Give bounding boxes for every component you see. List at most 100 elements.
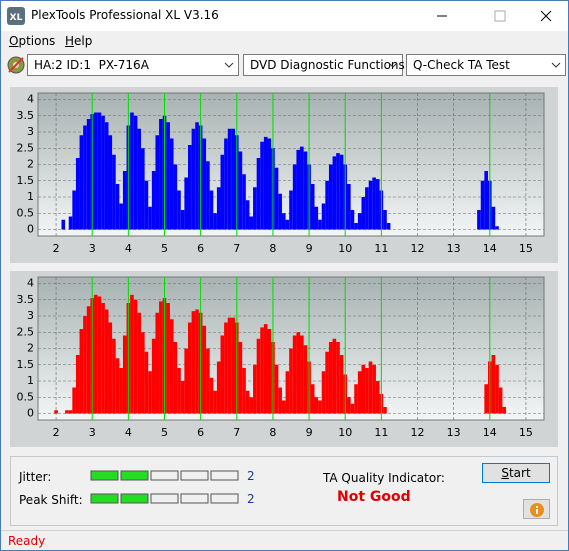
- y-tick-label: 1.5: [17, 174, 35, 187]
- bar: [256, 338, 261, 414]
- bar: [115, 184, 120, 230]
- title-bar: XL PlexTools Professional XL V3.16: [1, 1, 568, 31]
- bar: [491, 355, 496, 414]
- x-tick-label: 15: [519, 426, 533, 439]
- ta-result: Not Good: [337, 489, 411, 505]
- bar: [249, 397, 254, 414]
- x-tick-label: 8: [269, 242, 276, 255]
- bar: [350, 210, 355, 230]
- bar: [289, 348, 293, 414]
- bar: [325, 180, 329, 230]
- bar: [357, 371, 362, 414]
- y-tick-label: 3.5: [17, 109, 35, 122]
- jitter-label: Jitter:: [19, 470, 52, 484]
- bar: [169, 138, 174, 230]
- meters: 22: [90, 469, 255, 506]
- bar: [133, 299, 138, 414]
- bar: [202, 325, 207, 414]
- bar: [372, 364, 376, 414]
- bar: [54, 410, 58, 414]
- bar: [195, 122, 199, 230]
- bar: [104, 309, 109, 414]
- bar: [281, 213, 286, 230]
- bar: [213, 213, 217, 230]
- bar: [260, 327, 264, 414]
- bar: [383, 210, 387, 230]
- bar: [484, 384, 488, 414]
- bar: [151, 171, 156, 230]
- bar: [177, 368, 181, 414]
- bar: [238, 342, 243, 414]
- y-tick-label: 0: [27, 223, 34, 236]
- meter-value: 2: [247, 492, 255, 506]
- bar: [339, 355, 344, 414]
- start-button[interactable]: Start: [482, 463, 550, 483]
- x-tick-label: 12: [411, 242, 425, 255]
- bar: [227, 317, 232, 414]
- dropdown-arrow: [551, 62, 561, 68]
- menu-item[interactable]: Options: [9, 34, 56, 48]
- bar: [151, 338, 156, 414]
- x-tick-label: 11: [374, 426, 388, 439]
- dropdown-arrow: [388, 62, 398, 68]
- bar: [180, 210, 185, 230]
- x-tick-label: 2: [53, 242, 60, 255]
- bar: [296, 149, 301, 230]
- info-button[interactable]: [523, 499, 550, 519]
- meter-segment-on: [120, 493, 149, 504]
- peak-shift-label: Peak Shift:: [19, 493, 83, 507]
- y-tick-label: 3: [27, 309, 34, 322]
- function-select[interactable]: DVD Diagnostic Functions: [243, 54, 405, 76]
- chart-panel: 0 0.5 1 1.5 2 2.5 3 3.5 4 2 3 4 5 6 7 8 9 10 11 12 13 14 15: [10, 271, 558, 447]
- bar: [79, 329, 84, 414]
- bar: [480, 180, 485, 230]
- bar: [375, 179, 380, 230]
- window-controls[interactable]: [419, 1, 568, 31]
- test-text: Q-Check TA Test: [413, 58, 510, 72]
- bar: [112, 154, 116, 230]
- bar: [86, 119, 91, 230]
- bar: [336, 342, 340, 414]
- bar: [249, 216, 254, 230]
- y-tick-label: 2: [27, 158, 34, 171]
- bar: [133, 115, 138, 230]
- bar: [267, 138, 272, 230]
- bar: [253, 187, 257, 230]
- drive-select[interactable]: HA:2 ID:1 PX-716A: [27, 54, 239, 76]
- bar: [336, 153, 340, 230]
- x-tick-label: 13: [447, 242, 461, 255]
- x-tick-label: 13: [447, 426, 461, 439]
- bar: [209, 190, 214, 230]
- x-tick-label: 10: [338, 242, 352, 255]
- bar: [310, 384, 315, 414]
- x-tick-label: 9: [306, 242, 313, 255]
- bar: [321, 371, 326, 414]
- bar: [314, 206, 319, 230]
- bar: [263, 136, 268, 230]
- test-select[interactable]: Q-Check TA Test: [406, 54, 566, 76]
- bar: [137, 312, 142, 414]
- bar: [296, 332, 301, 414]
- bar: [245, 200, 250, 230]
- x-tick-label: 3: [89, 242, 96, 255]
- menu-item[interactable]: Help: [65, 34, 93, 48]
- x-tick-label: 3: [89, 426, 96, 439]
- bar: [195, 309, 199, 414]
- bar: [108, 322, 113, 414]
- bar: [495, 364, 499, 414]
- results-group: [10, 456, 558, 526]
- bar: [365, 368, 369, 414]
- meter-segment-off: [150, 493, 179, 504]
- bar: [354, 384, 358, 414]
- bar: [173, 342, 178, 414]
- bar: [498, 387, 503, 414]
- bar: [347, 184, 351, 230]
- drive-text: HA:2 ID:1 PX-716A: [34, 58, 149, 72]
- bar: [213, 390, 217, 414]
- bar: [495, 226, 499, 230]
- bar: [325, 351, 329, 414]
- dropdown-arrow: [224, 62, 234, 68]
- x-tick-label: 5: [161, 242, 168, 255]
- bar: [386, 223, 391, 230]
- bar: [224, 138, 228, 230]
